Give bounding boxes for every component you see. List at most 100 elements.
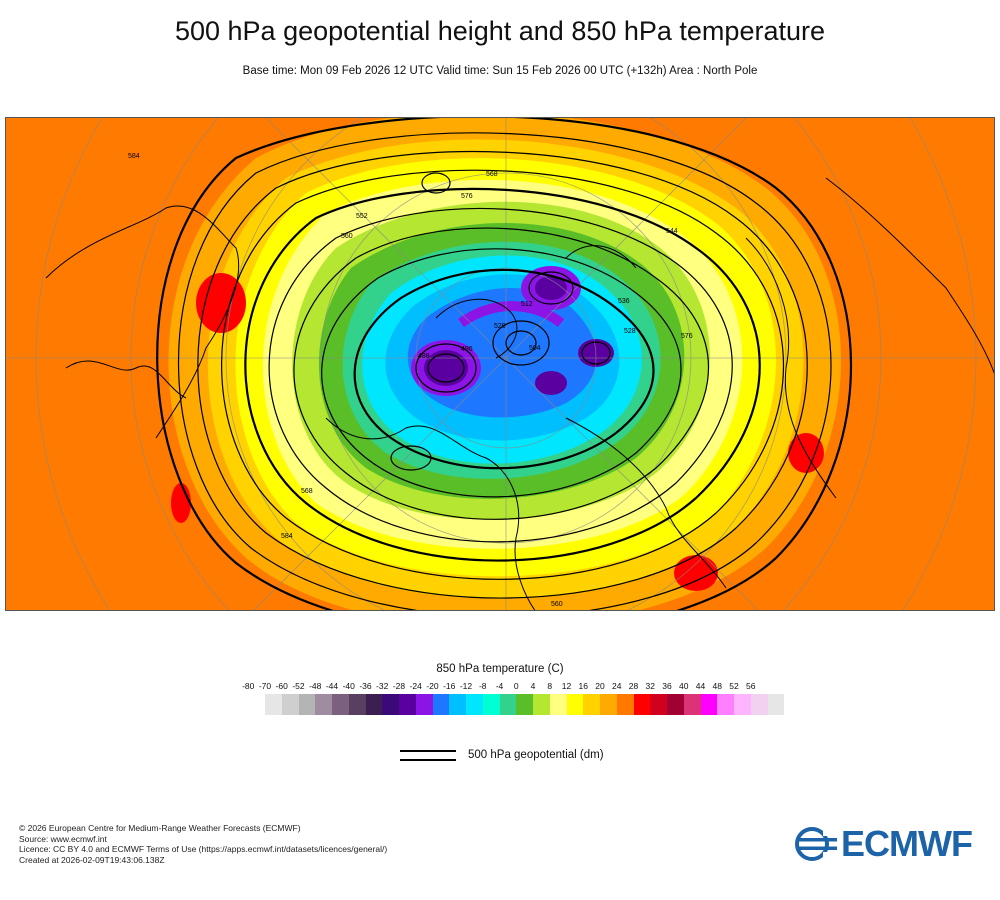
colorbar-tick: -20	[426, 681, 439, 691]
cold-tongue	[458, 301, 565, 328]
colorbar-tick-labels: -80 -70 -60 -52 -48 -44 -40 -36 -32 -28 -24 -20 -16-…	[240, 681, 760, 693]
contour-label: 584	[281, 533, 293, 540]
geopotential-contours	[156, 118, 853, 610]
colorbar-swatch	[281, 694, 299, 715]
colorbar-tick: -80	[242, 681, 255, 691]
colorbar-tick: -28	[392, 681, 406, 691]
colorbar-swatch	[650, 694, 667, 715]
colorbar-swatch	[298, 694, 316, 715]
contour-label: 568	[486, 171, 498, 178]
footer-licence: Licence: CC BY 4.0 and ECMWF Terms of Us…	[19, 844, 388, 855]
colorbar-tick: -36	[359, 681, 372, 691]
colorbar-tick: 8	[547, 681, 553, 691]
ecmwf-logo-icon	[795, 827, 839, 861]
colorbar-tick: -60	[275, 681, 288, 691]
colorbar-tick: -8	[478, 681, 487, 691]
colorbar-tick: 12	[561, 681, 572, 691]
contour-label: 576	[681, 333, 693, 340]
colorbar-swatch	[616, 694, 634, 715]
colorbar-swatch	[466, 694, 483, 715]
colorbar-swatch	[499, 694, 517, 715]
colorbar-tick: -40	[342, 681, 355, 691]
colorbar-swatch	[365, 694, 383, 715]
colorbar-swatch	[516, 694, 533, 715]
map-svg: 584 576 568 560 552 544 536 528 520 512 …	[6, 118, 994, 610]
footer-created: Created at 2026-02-09T19:43:06.138Z	[19, 854, 165, 865]
colorbar-swatch	[449, 694, 466, 715]
contour-label: 560	[551, 601, 563, 608]
colorbar-swatch	[683, 694, 701, 715]
warm-patch-southwest	[171, 483, 191, 523]
chart-title: 500 hPa geopotential height and 850 hPa …	[174, 16, 825, 46]
colorbar-tick: -16	[443, 681, 456, 691]
contour-label: 528	[624, 328, 636, 335]
colorbar-swatch	[750, 694, 768, 715]
colorbar-swatch	[600, 694, 617, 715]
colorbar-tick: 4	[530, 681, 536, 691]
colorbar-tick: -52	[292, 681, 305, 691]
footer-source: Source: www.ecmwf.int	[19, 833, 107, 844]
colorbar-swatch	[566, 694, 584, 715]
colorbar-tick: 24	[612, 681, 622, 691]
temperature-legend-title: 850 hPa temperature (C)	[436, 663, 564, 675]
colorbar-swatch	[348, 694, 366, 715]
colorbar-swatch	[265, 694, 282, 715]
geopotential-line-sample	[400, 750, 456, 762]
colorbar-tick: -4	[495, 681, 504, 691]
contour-label: 536	[618, 298, 630, 305]
temperature-colorbar	[265, 694, 785, 715]
contour-label: 496	[461, 346, 473, 353]
contour-label: 584	[128, 153, 140, 160]
contour-label: 520	[494, 323, 506, 330]
polar-map[interactable]: 584 576 568 560 552 544 536 528 520 512 …	[5, 117, 995, 611]
colorbar-tick: -48	[309, 681, 322, 691]
colorbar-tick: -44	[325, 681, 339, 691]
ecmwf-logo[interactable]: ECMWF	[795, 823, 985, 864]
colorbar-swatch	[549, 694, 567, 715]
contour-label: 544	[666, 228, 678, 235]
contour-label: 512	[521, 301, 533, 308]
colorbar-tick: 52	[729, 681, 739, 691]
geopotential-legend-label: 500 hPa geopotential (dm)	[468, 749, 604, 761]
colorbar-swatch	[415, 694, 433, 715]
colorbar-swatch	[432, 694, 450, 715]
colorbar-swatch	[583, 694, 600, 715]
colorbar-swatch	[667, 694, 684, 715]
cold-pool-west-core	[424, 350, 468, 386]
colorbar-tick: -70	[258, 681, 272, 691]
ecmwf-logo-text: ECMWF	[841, 823, 973, 864]
footer-credits: © 2026 European Centre for Medium-Range …	[19, 823, 387, 865]
geopotential-legend: 500 hPa geopotential (dm)	[400, 745, 700, 769]
cold-pool-south	[535, 371, 567, 395]
contour-label: 504	[529, 345, 541, 352]
colorbar-tick: 48	[712, 681, 722, 691]
contour-label: 568	[301, 488, 313, 495]
colorbar-swatch	[399, 694, 416, 715]
contour-label: 560	[341, 233, 353, 240]
footer-copyright: © 2026 European Centre for Medium-Range …	[19, 823, 301, 833]
colorbar-tick: 20	[595, 681, 605, 691]
colorbar-tick: 56	[746, 681, 756, 691]
colorbar-tick: 16	[578, 681, 588, 691]
colorbar-swatch	[717, 694, 734, 715]
colorbar-tick: 36	[662, 681, 672, 691]
colorbar-swatch	[734, 694, 751, 715]
contour-labels: 584 576 568 560 552 544 536 528 520 512 …	[128, 153, 693, 608]
colorbar-tick: -24	[409, 681, 422, 691]
colorbar-tick: 32	[645, 681, 655, 691]
chart-subtitle: Base time: Mon 09 Feb 2026 12 UTC Valid …	[242, 65, 758, 77]
contour-label: 552	[356, 213, 368, 220]
contour-label: 488	[418, 353, 430, 360]
graticule	[6, 118, 994, 610]
cold-pool-north-core	[535, 276, 567, 300]
colorbar-tick: 44	[695, 681, 706, 691]
colorbar-tick: -12	[459, 681, 473, 691]
colorbar-tick: 40	[679, 681, 689, 691]
colorbar-swatch	[382, 694, 399, 715]
colorbar-swatch	[315, 694, 332, 715]
colorbar-swatch	[767, 694, 785, 715]
colorbar-tick: 0	[513, 681, 519, 691]
colorbar-swatch	[633, 694, 651, 715]
colorbar-swatch	[332, 694, 349, 715]
colorbar-tick: 28	[628, 681, 639, 691]
